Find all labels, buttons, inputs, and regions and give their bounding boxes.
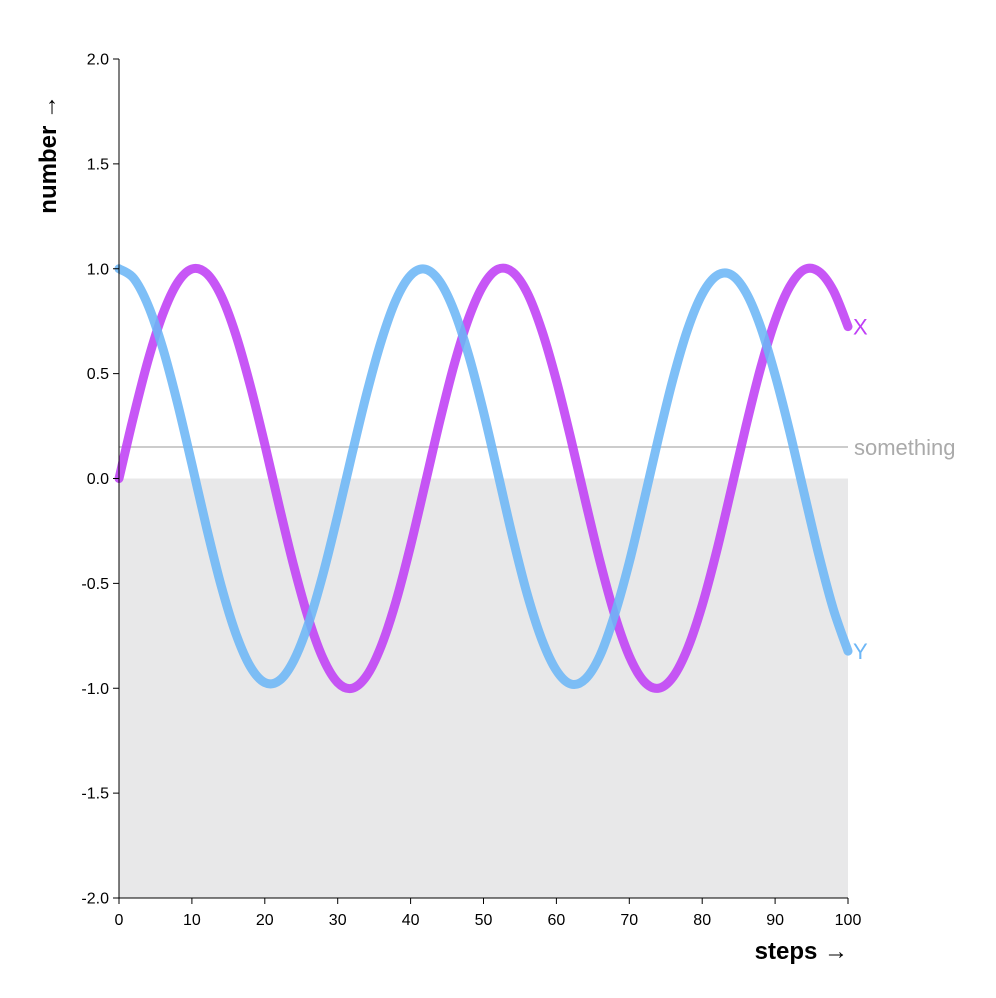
series-line-x [114,263,853,694]
shaded-region-rect [119,478,848,898]
x-tick-label: 80 [693,912,711,929]
x-tick-label: 40 [402,912,420,929]
series-label-y: Y [853,639,868,664]
x-tick-label: 100 [835,912,862,929]
x-tick-label: 0 [115,912,124,929]
series-lines [114,263,853,694]
x-tick-label: 30 [329,912,347,929]
series-line-y [114,264,853,689]
negative-shaded-region [119,478,848,898]
y-axis-title: number → [35,95,62,214]
series-labels: XY [853,315,868,664]
x-axis-ticks: 0 10 20 30 40 50 60 70 80 90 100 [115,898,862,929]
y-tick-label: -0.5 [81,576,109,593]
x-tick-label: 50 [475,912,493,929]
x-tick-label: 70 [620,912,638,929]
x-tick-label: 90 [766,912,784,929]
y-tick-label: 1.0 [87,261,109,278]
x-tick-label: 10 [183,912,201,929]
x-tick-label: 20 [256,912,274,929]
y-tick-label: 0.5 [87,366,109,383]
y-tick-label: 2.0 [87,52,109,69]
y-tick-label: -2.0 [81,891,109,908]
x-axis-title: steps → [755,938,848,965]
x-tick-label: 60 [548,912,566,929]
reference-rule-label: something [854,435,956,460]
series-label-x: X [853,315,868,340]
y-tick-label: 0.0 [87,471,109,488]
y-tick-label: -1.0 [81,681,109,698]
y-tick-label: -1.5 [81,786,109,803]
y-tick-label: 1.5 [87,156,109,173]
reference-rule: something [119,435,956,460]
y-axis-ticks: -2.0 -1.5 -1.0 -0.5 0.0 0.5 1.0 1.5 2.0 [81,52,119,908]
